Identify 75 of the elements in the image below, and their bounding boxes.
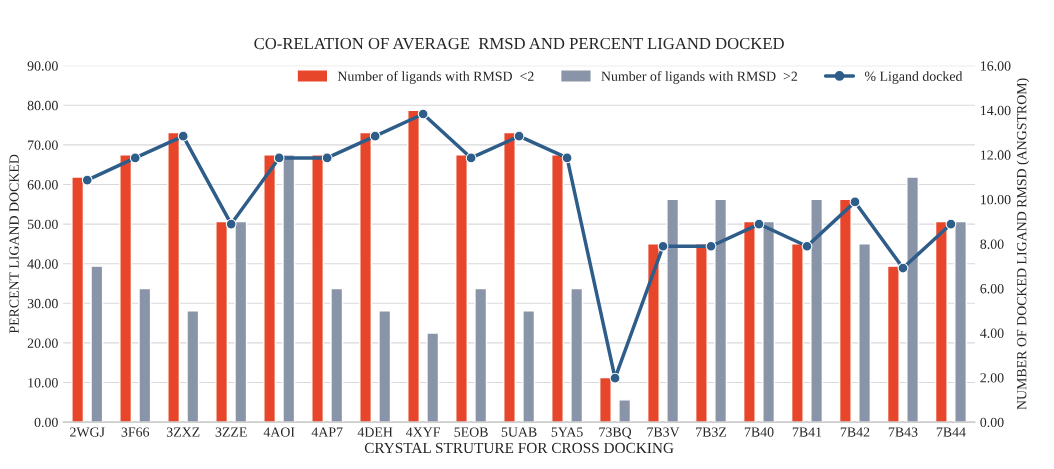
bar xyxy=(570,287,584,423)
point xyxy=(561,152,573,164)
x-tick-label: 4AOI xyxy=(263,427,295,437)
x-tick-label: 7B40 xyxy=(744,427,774,437)
point xyxy=(609,372,621,384)
y2-tick-label: 8.00 xyxy=(980,239,1004,249)
y-tick-label: 30.00 xyxy=(27,298,58,309)
point xyxy=(753,218,765,230)
bar xyxy=(618,399,632,423)
point xyxy=(657,240,669,252)
y-tick-label: 50.00 xyxy=(27,219,58,230)
y-tick-label: 40.00 xyxy=(27,259,58,269)
x-tick-label: 3ZXZ xyxy=(166,427,200,437)
point xyxy=(273,152,285,164)
y-tick-label: 0.00 xyxy=(34,417,58,428)
point xyxy=(81,174,93,186)
x-tick-label: 7B3Z xyxy=(696,427,727,437)
y2-tick-label: 12.00 xyxy=(981,150,1011,160)
x-tick-label: 4XYF xyxy=(406,427,440,437)
point xyxy=(225,218,237,230)
chart-title: CO-RELATION OF AVERAGE RMSD AND PERCENT LIGAND DOCKED xyxy=(254,37,784,50)
x-tick-label: 4DEH xyxy=(357,427,393,437)
point xyxy=(513,130,525,142)
bar xyxy=(426,332,440,423)
y2-tick-label: 14.00 xyxy=(981,105,1011,116)
legend-label: Number of ligands with RMSD <2 xyxy=(337,71,534,84)
x-axis-title: CRYSTAL STRUTURE FOR CROSS DOCKING xyxy=(364,442,674,454)
x-tick-label: 5YA5 xyxy=(551,427,583,437)
point xyxy=(897,262,909,274)
bar xyxy=(858,243,872,423)
legend-label: % Ligand docked xyxy=(864,71,963,84)
x-tick-label: 3ZZE xyxy=(215,427,247,437)
x-tick-label: 7B44 xyxy=(936,427,966,437)
point xyxy=(177,130,189,142)
y2-tick-label: 0.00 xyxy=(980,417,1004,428)
x-tick-label: 73BQ xyxy=(599,427,632,439)
point xyxy=(945,218,957,230)
bar xyxy=(378,310,392,423)
y2-tick-label: 2.00 xyxy=(980,373,1004,383)
bar xyxy=(138,287,152,423)
point xyxy=(465,152,477,164)
y2-tick-label: 4.00 xyxy=(980,328,1004,339)
point xyxy=(849,196,861,208)
bar xyxy=(474,287,488,423)
x-tick-label: 7B3V xyxy=(647,427,680,437)
point xyxy=(321,152,333,164)
y2-tick-label: 16.00 xyxy=(981,61,1011,71)
y-tick-label: 80.00 xyxy=(27,100,58,111)
y-axis-title: PERCENT LIGAND DOCKED xyxy=(9,154,19,334)
y-tick-label: 60.00 xyxy=(27,180,58,190)
x-tick-label: 5UAB xyxy=(501,427,537,437)
y2-tick-label: 10.00 xyxy=(981,194,1011,205)
bar xyxy=(90,265,104,423)
y-tick-label: 10.00 xyxy=(28,378,58,388)
y2-tick-label: 6.00 xyxy=(980,284,1004,294)
bar xyxy=(522,310,536,423)
y-tick-label: 90.00 xyxy=(27,61,58,71)
x-tick-label: 7B43 xyxy=(888,427,918,437)
x-tick-label: 3F66 xyxy=(121,427,150,437)
bar xyxy=(330,287,344,423)
point xyxy=(129,152,141,164)
point xyxy=(705,240,717,252)
x-tick-label: 7B41 xyxy=(792,427,822,437)
point xyxy=(417,108,429,120)
point xyxy=(369,130,381,142)
x-tick-label: 7B42 xyxy=(840,427,870,437)
x-tick-label: 4AP7 xyxy=(311,427,343,437)
legend-label: Number of ligands with RMSD >2 xyxy=(601,71,798,84)
point xyxy=(801,240,813,252)
bar xyxy=(186,310,200,423)
x-tick-label: 5EOB xyxy=(454,427,488,437)
x-tick-label: 2WGJ xyxy=(70,427,105,437)
y2-axis-title: NUMBER OF DOCKED LIGAND RMSD (ANGSTROM) xyxy=(1016,78,1030,410)
y-tick-label: 70.00 xyxy=(28,140,58,150)
y-tick-label: 20.00 xyxy=(27,338,58,348)
